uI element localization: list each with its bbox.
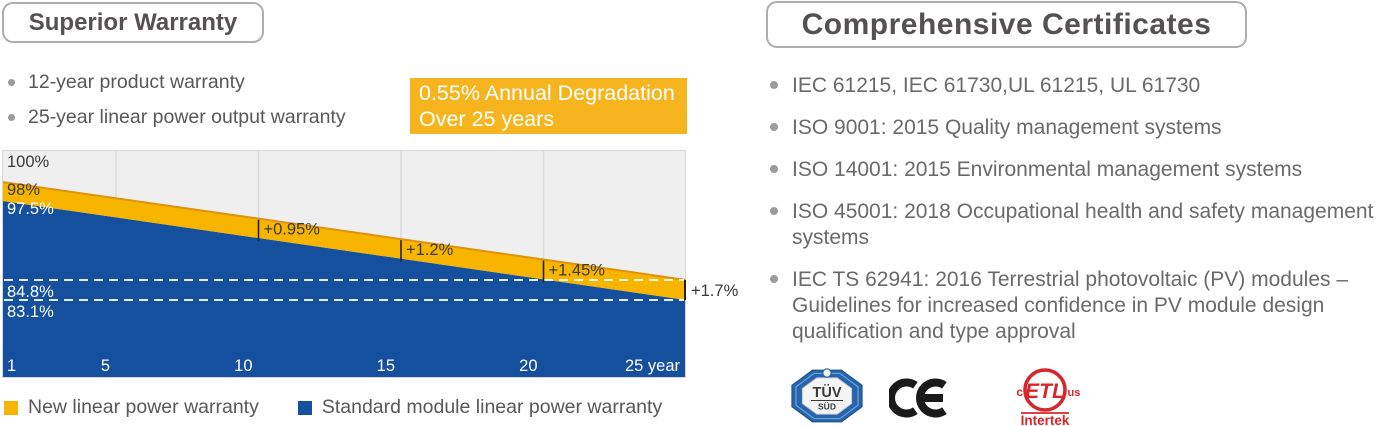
legend-swatch-standard-warranty: [297, 401, 312, 415]
etl-text: ETL: [1025, 380, 1065, 403]
ce-mark-icon: [889, 378, 947, 418]
svg-text:97.5%: 97.5%: [7, 200, 54, 218]
bullet-icon: [770, 207, 778, 215]
list-item: 25-year linear power output warranty: [0, 106, 346, 129]
warranty-degradation-chart: 100% 98% 97.5% 84.8% 83.1% +0.95% +1.2% +1.45% +…: [1, 150, 752, 378]
certification-logos: TÜV SÜD c ETL us Intertek: [788, 364, 1400, 426]
bullet-icon: [770, 165, 778, 173]
certificate-text: IEC 61215, IEC 61730,UL 61215, UL 61730: [792, 74, 1201, 97]
bullet-icon: [8, 79, 15, 86]
legend-label: Standard module linear power warranty: [321, 396, 663, 418]
list-item: ISO 9001: 2015 Quality management system…: [768, 115, 1396, 141]
svg-text:84.8%: 84.8%: [7, 283, 54, 301]
tuv-sud-logo-icon: TÜV SÜD: [791, 368, 863, 423]
bullet-icon: [8, 114, 15, 121]
svg-text:98%: 98%: [7, 181, 40, 199]
etl-intertek-logo-icon: c ETL us Intertek: [1016, 368, 1081, 426]
svg-text:10: 10: [234, 357, 252, 375]
warranty-bullet-text: 12-year product warranty: [28, 71, 245, 93]
list-item: IEC 61215, IEC 61730,UL 61215, UL 61730: [768, 73, 1396, 99]
svg-text:100%: 100%: [7, 153, 50, 171]
degradation-badge-line2: Over 25 years: [419, 107, 555, 131]
certificates-list: IEC 61215, IEC 61730,UL 61215, UL 61730 …: [768, 73, 1396, 361]
list-item: IEC TS 62941: 2016 Terrestrial photovolt…: [768, 267, 1396, 345]
list-item: ISO 14001: 2015 Environmental management…: [768, 157, 1396, 183]
svg-text:1: 1: [7, 357, 16, 375]
intertek-text: Intertek: [1021, 413, 1070, 426]
svg-text:+1.45%: +1.45%: [549, 262, 606, 280]
degradation-badge: 0.55% Annual Degradation Over 25 years: [410, 78, 687, 134]
svg-text:20: 20: [519, 357, 537, 375]
warranty-bullet-text: 25-year linear power output warranty: [28, 106, 346, 128]
superior-warranty-title-box: Superior Warranty: [2, 2, 264, 43]
bullet-icon: [770, 275, 778, 283]
etl-us-text: us: [1068, 387, 1081, 399]
certificate-text: IEC TS 62941: 2016 Terrestrial photovolt…: [792, 268, 1349, 343]
legend-label: New linear power warranty: [28, 396, 259, 418]
svg-text:5: 5: [101, 357, 110, 375]
svg-text:+1.2%: +1.2%: [406, 241, 454, 259]
chart-legend: New linear power warranty Standard modul…: [4, 396, 662, 419]
comprehensive-certificates-title: Comprehensive Certificates: [801, 7, 1212, 41]
svg-text:+0.95%: +0.95%: [264, 221, 321, 239]
svg-text:15: 15: [377, 357, 395, 375]
certificate-text: ISO 45001: 2018 Occupational health and …: [792, 200, 1374, 249]
svg-text:25 year: 25 year: [625, 357, 681, 375]
comprehensive-certificates-title-box: Comprehensive Certificates: [766, 1, 1247, 48]
list-item: ISO 45001: 2018 Occupational health and …: [768, 199, 1396, 251]
tuv-text: TÜV: [813, 384, 842, 401]
list-item: 12-year product warranty: [0, 71, 245, 94]
svg-text:83.1%: 83.1%: [7, 303, 54, 321]
bullet-icon: [770, 123, 778, 131]
etl-c-text: c: [1016, 385, 1023, 399]
sud-text: SÜD: [818, 402, 836, 412]
certificate-text: ISO 9001: 2015 Quality management system…: [792, 116, 1222, 139]
svg-text:+1.7%: +1.7%: [691, 282, 739, 300]
degradation-badge-line1: 0.55% Annual Degradation: [419, 81, 675, 105]
legend-swatch-new-warranty: [4, 401, 18, 415]
superior-warranty-title: Superior Warranty: [28, 8, 238, 36]
certificate-text: ISO 14001: 2015 Environmental management…: [792, 158, 1303, 181]
bullet-icon: [770, 81, 778, 89]
